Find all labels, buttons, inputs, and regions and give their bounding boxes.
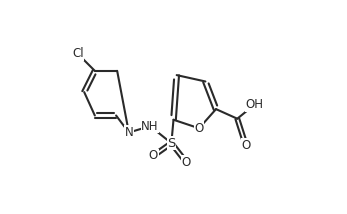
Text: O: O — [194, 122, 204, 135]
Text: N: N — [125, 126, 133, 139]
Text: O: O — [149, 149, 158, 162]
Text: Cl: Cl — [72, 47, 84, 60]
Text: S: S — [167, 137, 176, 150]
Text: O: O — [241, 139, 251, 152]
Text: OH: OH — [245, 98, 263, 111]
Text: NH: NH — [141, 120, 159, 133]
Text: O: O — [181, 156, 191, 169]
